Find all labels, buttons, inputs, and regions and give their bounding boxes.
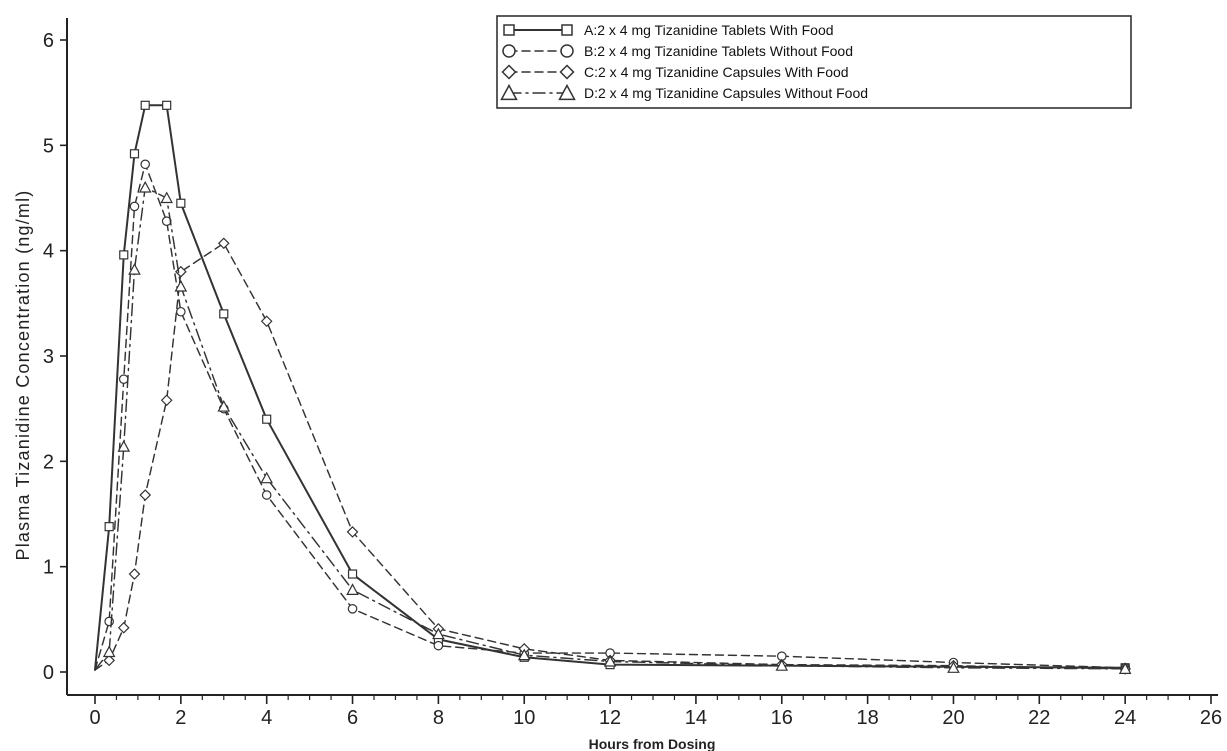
series-layer	[94, 100, 1132, 675]
series-c-line	[94, 242, 1126, 671]
legend-marker-c	[559, 64, 575, 80]
series-d-point	[128, 263, 141, 275]
legend-item-c: C:2 x 4 mg Tizanidine Capsules With Food	[501, 64, 849, 80]
y-tick-label: 2	[43, 451, 54, 473]
series-a-point	[262, 414, 272, 424]
series-a-point	[129, 149, 140, 159]
series-b	[94, 159, 1130, 673]
series-d-point	[260, 471, 273, 484]
x-tick-label: 20	[942, 707, 964, 729]
series-b-point	[140, 159, 151, 170]
series-d-point	[346, 583, 359, 595]
series-c-point	[217, 237, 230, 250]
series-a-point	[140, 100, 150, 110]
x-axis-title: Hours from Dosing	[589, 736, 716, 751]
x-tick-label: 22	[1028, 707, 1050, 729]
x-tick-label: 0	[89, 707, 100, 729]
legend-marker-d	[558, 83, 576, 101]
series-d-point	[174, 279, 188, 292]
axes-layer	[66, 18, 1218, 696]
series-d-point	[160, 191, 173, 204]
series-c	[94, 237, 1132, 675]
legend-box	[496, 15, 1132, 109]
series-c-point	[103, 654, 116, 667]
series-d-point	[517, 648, 531, 661]
y-tick-label: 4	[43, 241, 54, 263]
series-a-point	[104, 522, 114, 532]
series-a-point	[219, 309, 229, 319]
series-a-point	[162, 100, 172, 110]
x-tick-label: 10	[513, 707, 535, 729]
series-a	[94, 100, 1130, 673]
y-tick-label: 5	[43, 135, 54, 157]
legend-layer: A:2 x 4 mg Tizanidine Tablets With Food B…	[496, 15, 1132, 109]
x-tick-label: 6	[347, 707, 358, 729]
series-d-point	[432, 627, 445, 640]
x-tick-label: 18	[856, 707, 878, 729]
series-a-point	[176, 198, 186, 208]
series-c-point	[160, 394, 173, 407]
series-b-point	[129, 201, 140, 212]
series-d-point	[102, 645, 116, 658]
legend-label-d: D:2 x 4 mg Tizanidine Capsules Without F…	[584, 85, 868, 101]
legend-label-a: A:2 x 4 mg Tizanidine Tablets With Food	[584, 22, 834, 38]
x-tick-label: 2	[175, 707, 186, 729]
y-tick-label: 0	[43, 662, 54, 684]
series-b-point	[176, 306, 186, 317]
series-c-point	[260, 315, 273, 328]
series-c-point	[346, 526, 359, 538]
series-b-line	[94, 163, 1126, 671]
x-tick-label: 8	[433, 707, 444, 729]
series-d-point	[217, 399, 231, 412]
legend-marker-a	[503, 24, 515, 36]
x-tick-label: 24	[1114, 707, 1136, 729]
series-a-point	[119, 250, 129, 260]
legend-label-c: C:2 x 4 mg Tizanidine Capsules With Food	[584, 64, 849, 80]
legend-label-b: B:2 x 4 mg Tizanidine Tablets Without Fo…	[584, 43, 853, 59]
series-a-line	[94, 104, 1127, 671]
series-d-point	[117, 440, 131, 452]
series-d-point	[1118, 662, 1132, 674]
x-tick-label: 26	[1200, 707, 1222, 729]
series-b-point	[347, 603, 358, 614]
x-tick-label: 14	[685, 707, 707, 729]
legend-marker-b	[502, 44, 516, 58]
legend-marker-d	[500, 83, 518, 101]
series-d-line	[94, 186, 1126, 671]
legend-item-d: D:2 x 4 mg Tizanidine Capsules Without F…	[500, 83, 868, 101]
series-d	[94, 180, 1132, 674]
legend-marker-b	[560, 44, 574, 58]
series-c-point	[128, 568, 141, 580]
series-a-point	[347, 569, 358, 579]
x-tick-label: 4	[261, 707, 272, 729]
series-d-point	[947, 661, 960, 673]
legend-marker-a	[561, 24, 573, 36]
x-tick-label: 12	[599, 707, 621, 729]
series-d-point	[603, 654, 617, 667]
legend-marker-c	[501, 64, 517, 80]
series-c-point	[117, 621, 130, 634]
series-d-point	[775, 659, 789, 671]
legend-item-a: A:2 x 4 mg Tizanidine Tablets With Food	[503, 22, 834, 38]
y-axis-title: Plasma Tizanidine Concentration (ng/ml)	[13, 190, 33, 561]
x-tick-label: 16	[771, 707, 793, 729]
y-tick-label: 3	[43, 346, 54, 368]
series-b-point	[261, 490, 272, 500]
legend-item-b: B:2 x 4 mg Tizanidine Tablets Without Fo…	[502, 43, 853, 59]
series-b-point	[118, 374, 129, 384]
series-d-point	[138, 180, 152, 193]
series-c-point	[139, 489, 152, 501]
series-b-point	[433, 640, 444, 651]
y-tick-label: 1	[43, 557, 54, 579]
y-tick-label: 6	[43, 30, 54, 52]
